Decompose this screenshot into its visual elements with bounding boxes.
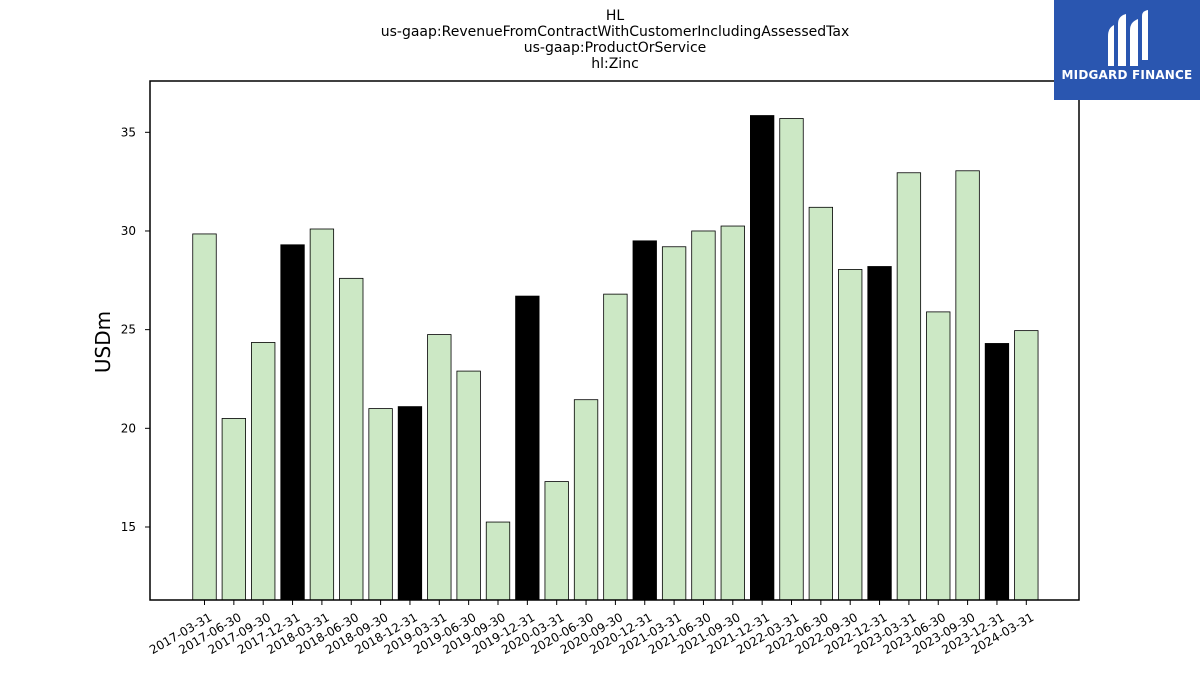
y-tick-label: 20 — [121, 421, 136, 435]
bar-2021-03-31 — [661, 246, 687, 601]
bar-2019-03-31 — [427, 334, 452, 601]
logo-text: MIDGARD FINANCE — [1061, 68, 1193, 82]
bar-2020-12-31 — [632, 240, 657, 601]
bar-2022-09-30 — [838, 269, 863, 601]
bar-2018-09-30 — [368, 408, 393, 601]
y-axis-label: USDm — [91, 311, 115, 373]
bar-2020-09-30 — [603, 293, 628, 601]
bar-2023-12-31 — [984, 343, 1010, 601]
title-line-3: us-gaap:ProductOrService — [524, 40, 707, 56]
midgard-logo-icon — [1108, 10, 1148, 66]
bar-2021-12-31 — [750, 115, 775, 601]
midgard-finance-logo: MIDGARD FINANCE — [1054, 0, 1200, 100]
bar-2017-03-31 — [192, 233, 217, 601]
bar-2018-03-31 — [309, 228, 335, 601]
bar-2020-03-31 — [544, 481, 569, 601]
bar-2017-12-31 — [280, 244, 305, 601]
bar-2022-06-30 — [808, 206, 833, 601]
plot-frame — [149, 80, 1080, 601]
y-tick-label: 30 — [121, 224, 136, 238]
bar-2018-12-31 — [397, 406, 423, 601]
bar-2022-03-31 — [779, 118, 804, 601]
bar-2020-06-30 — [573, 399, 599, 601]
y-tick-label: 25 — [121, 323, 136, 337]
title-line-2: us-gaap:RevenueFromContractWithCustomerI… — [381, 24, 850, 40]
chart-title: HL us-gaap:RevenueFromContractWithCustom… — [381, 8, 850, 72]
bar-2017-06-30 — [221, 418, 247, 601]
bar-2017-09-30 — [251, 342, 276, 601]
bar-2021-09-30 — [720, 225, 745, 601]
bar-2019-09-30 — [485, 521, 511, 601]
bar-2018-06-30 — [339, 277, 364, 601]
bar-2022-12-31 — [867, 266, 892, 601]
bar-2019-12-31 — [515, 295, 540, 601]
title-line-1: HL — [606, 8, 625, 24]
y-tick-label: 35 — [121, 125, 136, 139]
bar-2021-06-30 — [691, 230, 716, 601]
bar-2023-06-30 — [926, 311, 951, 601]
bar-2023-09-30 — [955, 170, 980, 601]
title-line-4: hl:Zinc — [591, 56, 639, 72]
y-tick-label: 15 — [121, 520, 136, 534]
bar-2019-06-30 — [456, 370, 481, 601]
bars-group — [192, 115, 1039, 601]
bar-2024-03-31 — [1014, 330, 1039, 601]
x-axis-ticks: 2017-03-312017-06-302017-09-302017-12-31… — [147, 600, 1036, 657]
y-axis-ticks: 15 20 25 30 35 — [121, 125, 150, 534]
bar-2023-03-31 — [896, 172, 922, 601]
